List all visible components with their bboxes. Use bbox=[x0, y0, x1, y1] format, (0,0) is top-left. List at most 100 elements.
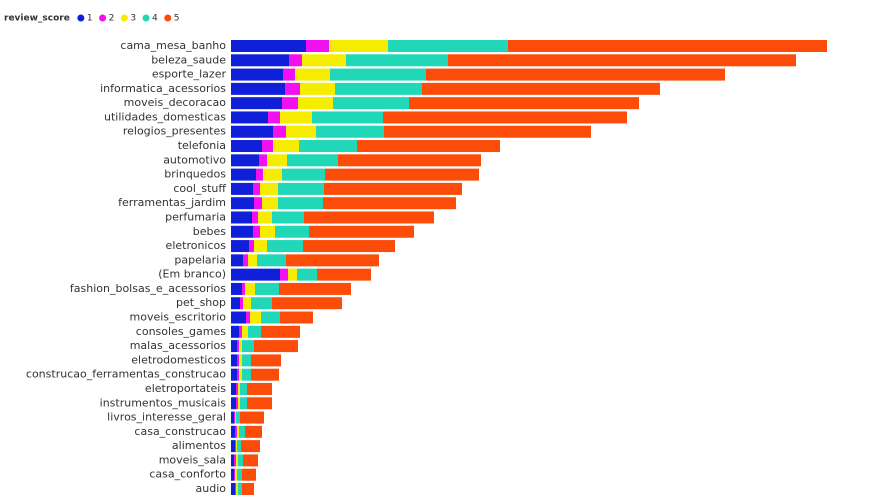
bar-segment bbox=[238, 397, 240, 410]
bar-segment bbox=[231, 440, 235, 453]
y-tick-label: relogios_presentes bbox=[123, 125, 226, 138]
y-tick-label: beleza_saude bbox=[151, 53, 226, 66]
bar-segment bbox=[231, 268, 280, 281]
bar-segment bbox=[231, 68, 283, 81]
y-tick-label: instrumentos_musicais bbox=[100, 396, 227, 409]
bar-segment bbox=[262, 140, 273, 153]
y-tick-label: papelaria bbox=[174, 253, 226, 266]
bar-segment bbox=[248, 325, 261, 338]
bar-segment bbox=[272, 297, 342, 310]
bar-segment bbox=[231, 297, 240, 310]
bar-segment bbox=[282, 97, 298, 110]
bar-segment bbox=[357, 140, 500, 153]
bar-segment bbox=[409, 97, 639, 110]
bar-segment bbox=[236, 454, 238, 467]
bar-segment bbox=[260, 182, 278, 195]
bar-segment bbox=[237, 440, 241, 453]
bar-segment bbox=[239, 325, 242, 338]
bar-segment bbox=[242, 468, 256, 481]
bar-segment bbox=[237, 468, 242, 481]
bar-segment bbox=[250, 311, 261, 324]
bar-segment bbox=[246, 311, 250, 324]
y-tick-label: eletroportateis bbox=[145, 382, 226, 395]
legend-title: review_score bbox=[4, 14, 70, 24]
bar-segment bbox=[388, 40, 508, 52]
legend-label: 5 bbox=[174, 14, 180, 24]
bar-segment bbox=[243, 254, 248, 267]
bar-segment bbox=[239, 425, 245, 438]
bar-segment bbox=[231, 225, 253, 238]
y-tick-label: utilidades_domesticas bbox=[104, 110, 226, 123]
bar-segment bbox=[254, 240, 267, 253]
bar-segment bbox=[231, 97, 282, 110]
y-tick-label: cama_mesa_banho bbox=[120, 39, 226, 52]
bar-segment bbox=[280, 311, 313, 324]
bar-segment bbox=[242, 340, 254, 353]
y-tick-label: perfumaria bbox=[165, 210, 226, 223]
y-tick-label: telefonia bbox=[178, 139, 226, 152]
y-tick-label: brinquedos bbox=[164, 168, 226, 181]
bar-segment bbox=[287, 154, 338, 167]
bar-segment bbox=[237, 368, 239, 381]
bar-segment bbox=[280, 111, 312, 124]
bar-segment bbox=[235, 411, 236, 424]
bar-segment bbox=[288, 268, 297, 281]
bar-segment bbox=[298, 97, 333, 110]
bar-segment bbox=[258, 211, 272, 224]
y-tick-label: audio bbox=[196, 482, 227, 495]
bar-segment bbox=[346, 54, 448, 67]
bar-segment bbox=[238, 454, 243, 467]
bar-segment bbox=[508, 40, 827, 52]
y-tick-label: construcao_ferramentas_construcao bbox=[26, 368, 226, 381]
bar-segment bbox=[245, 282, 255, 295]
y-tick-label: moveis_escritorio bbox=[130, 311, 227, 324]
bar-segment bbox=[422, 82, 660, 95]
bar-segment bbox=[231, 311, 246, 324]
y-tick-label: casa_conforto bbox=[149, 468, 226, 481]
bar-segment bbox=[237, 340, 239, 353]
bar-segment bbox=[426, 68, 725, 81]
bar-segment bbox=[383, 111, 627, 124]
bar-segment bbox=[235, 440, 236, 453]
bar-segment bbox=[231, 282, 242, 295]
bar-segment bbox=[254, 197, 262, 210]
bar-segment bbox=[248, 254, 257, 267]
bar-segment bbox=[278, 182, 324, 195]
bar-segment bbox=[236, 397, 238, 410]
bar-segment bbox=[231, 240, 249, 253]
bar-segment bbox=[231, 483, 235, 495]
bar-segment bbox=[252, 211, 258, 224]
legend-marker bbox=[120, 14, 128, 22]
y-tick-label: livros_interesse_geral bbox=[107, 411, 226, 424]
bar-segment bbox=[239, 368, 242, 381]
bar-segment bbox=[231, 182, 253, 195]
bar-segment bbox=[335, 82, 422, 95]
bar-segment bbox=[231, 454, 234, 467]
y-tick-label: eletrodomesticos bbox=[131, 353, 226, 366]
bar-segment bbox=[231, 340, 237, 353]
bar-segment bbox=[273, 140, 299, 153]
y-tick-label: (Em branco) bbox=[158, 268, 226, 281]
bar-segment bbox=[243, 454, 258, 467]
bar-segment bbox=[231, 154, 259, 167]
bar-segment bbox=[231, 82, 285, 95]
bar-segment bbox=[263, 168, 282, 181]
bar-segment bbox=[306, 40, 329, 52]
y-tick-label: casa_construcao bbox=[134, 425, 226, 438]
bar-segment bbox=[236, 411, 240, 424]
bar-segment bbox=[251, 354, 281, 367]
bar-segment bbox=[231, 354, 237, 367]
bar-segment bbox=[304, 211, 434, 224]
bar-segment bbox=[323, 197, 456, 210]
bar-segment bbox=[299, 140, 357, 153]
bar-segment bbox=[242, 282, 245, 295]
y-tick-label: fashion_bolsas_e_acessorios bbox=[70, 282, 226, 295]
y-tick-label: malas_acessorios bbox=[130, 339, 227, 352]
bar-segment bbox=[231, 468, 234, 481]
bar-segment bbox=[236, 382, 238, 395]
bar-segment bbox=[262, 197, 278, 210]
bar-segment bbox=[234, 454, 236, 467]
bar-segment bbox=[325, 168, 479, 181]
legend-marker bbox=[142, 14, 150, 22]
bar-segment bbox=[261, 325, 300, 338]
